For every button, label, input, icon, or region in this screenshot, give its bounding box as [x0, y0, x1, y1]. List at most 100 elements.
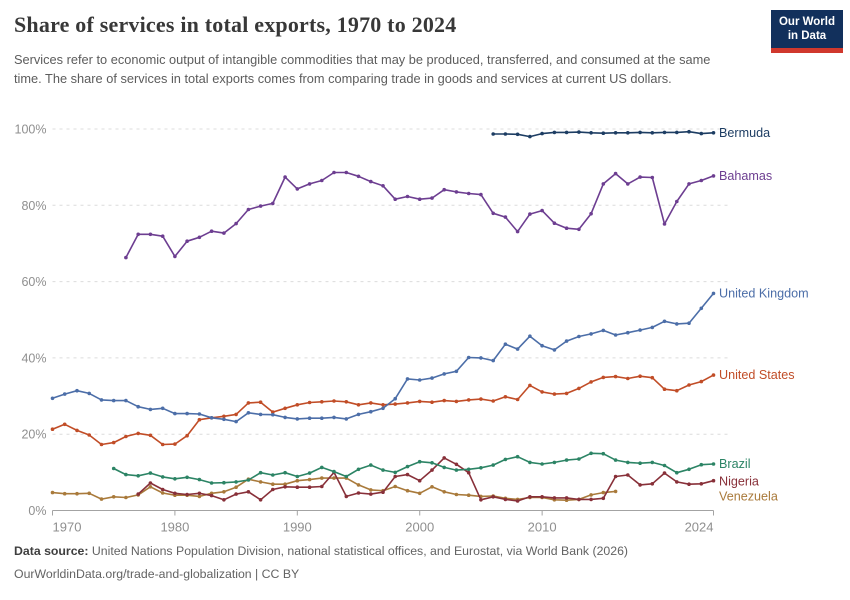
series-point-united-states — [638, 374, 642, 379]
series-point-united-kingdom — [589, 332, 593, 336]
series-point-nigeria — [185, 492, 189, 497]
series-point-venezuela — [50, 490, 55, 495]
series-point-nigeria — [503, 497, 508, 502]
series-point-venezuela — [99, 497, 104, 501]
series-point-brazil — [405, 464, 410, 469]
series-point-bahamas — [626, 182, 630, 186]
series-point-united-kingdom — [675, 322, 679, 326]
series-point-united-states — [601, 375, 606, 380]
series-point-bahamas — [197, 235, 202, 240]
series-point-brazil — [613, 458, 618, 462]
series-point-bermuda — [699, 131, 704, 136]
owid-logo[interactable]: Our World in Data — [771, 10, 843, 53]
series-label-venezuela[interactable]: Venezuela — [719, 489, 778, 503]
series-point-united-states — [99, 442, 104, 447]
series-point-nigeria — [136, 492, 140, 496]
series-label-bahamas[interactable]: Bahamas — [719, 169, 772, 183]
series-point-united-kingdom — [320, 416, 324, 421]
series-point-bermuda — [552, 130, 557, 135]
series-point-brazil — [454, 468, 459, 472]
series-point-united-kingdom — [552, 348, 557, 352]
series-point-nigeria — [356, 491, 361, 495]
series-point-nigeria — [234, 492, 238, 496]
series-point-brazil — [209, 481, 214, 485]
series-line-bahamas[interactable] — [125, 171, 715, 259]
series-point-bermuda — [613, 131, 618, 135]
series-point-bahamas — [601, 182, 606, 186]
series-point-bahamas — [650, 175, 655, 180]
series-point-brazil — [185, 475, 189, 480]
series-point-united-kingdom — [393, 396, 398, 401]
series-label-nigeria[interactable]: Nigeria — [719, 475, 759, 489]
series-label-united-kingdom[interactable]: United Kingdom — [719, 286, 809, 300]
series-point-united-states — [50, 427, 55, 432]
series-point-bahamas — [454, 190, 459, 194]
series-point-brazil — [222, 480, 226, 485]
series-point-united-kingdom — [626, 330, 630, 335]
series-point-brazil — [699, 462, 704, 467]
footer-license-link[interactable]: OurWorldinData.org/trade-and-globalizati… — [14, 567, 300, 581]
series-point-bahamas — [271, 201, 275, 206]
series-point-brazil — [528, 460, 532, 465]
series-point-nigeria — [173, 491, 177, 496]
series-point-venezuela — [442, 490, 447, 494]
series-point-united-states — [271, 410, 275, 414]
series-point-united-states — [87, 433, 91, 437]
series-point-bahamas — [185, 239, 189, 243]
series-point-united-states — [442, 398, 447, 403]
series-line-nigeria[interactable] — [137, 457, 715, 502]
series-label-bermuda[interactable]: Bermuda — [719, 126, 770, 140]
series-point-bermuda — [491, 132, 496, 136]
series-point-brazil — [283, 470, 287, 475]
series-point-united-states — [197, 417, 202, 422]
series-point-brazil — [675, 470, 679, 475]
series-point-nigeria — [454, 462, 459, 467]
series-point-venezuela — [589, 493, 593, 497]
series-point-brazil — [160, 475, 165, 479]
series-point-united-kingdom — [295, 417, 300, 421]
x-axis-label-1990: 1990 — [283, 520, 312, 535]
series-point-nigeria — [442, 456, 447, 460]
series-point-united-states — [552, 392, 557, 396]
x-axis-label-2024: 2024 — [685, 520, 714, 535]
footer-data-source: Data source: United Nations Population D… — [14, 544, 628, 558]
series-point-nigeria — [246, 490, 251, 494]
series-point-united-kingdom — [491, 358, 496, 363]
series-point-nigeria — [148, 481, 153, 485]
series-point-united-kingdom — [442, 372, 447, 376]
series-point-bahamas — [662, 222, 667, 226]
series-point-brazil — [124, 472, 128, 477]
series-point-united-kingdom — [454, 369, 459, 374]
series-point-united-kingdom — [173, 411, 177, 416]
series-point-united-states — [613, 374, 618, 379]
series-point-brazil — [234, 480, 238, 484]
series-point-united-states — [246, 401, 251, 405]
y-axis-label-60: 60% — [21, 275, 46, 289]
series-point-united-states — [503, 395, 508, 399]
series-point-united-states — [589, 380, 593, 384]
series-point-venezuela — [111, 495, 116, 499]
series-point-united-kingdom — [503, 342, 508, 347]
series-line-brazil[interactable] — [112, 452, 715, 484]
series-point-bermuda — [515, 132, 520, 137]
series-point-bermuda — [564, 130, 569, 135]
series-point-brazil — [540, 462, 544, 466]
series-point-united-kingdom — [528, 334, 532, 339]
series-point-bahamas — [503, 215, 508, 219]
series-point-bermuda — [601, 131, 606, 135]
series-point-bahamas — [564, 226, 569, 230]
series-point-bahamas — [283, 175, 287, 179]
series-point-nigeria — [295, 485, 300, 490]
series-point-bahamas — [540, 208, 544, 213]
series-point-brazil — [564, 458, 569, 462]
series-label-united-states[interactable]: United States — [719, 368, 795, 382]
series-label-brazil[interactable]: Brazil — [719, 457, 751, 471]
series-point-united-states — [515, 397, 520, 402]
series-point-bahamas — [577, 227, 581, 232]
series-point-brazil — [295, 474, 300, 479]
series-point-bahamas — [173, 254, 177, 259]
series-point-nigeria — [515, 499, 520, 503]
series-point-united-kingdom — [650, 325, 655, 330]
series-point-brazil — [344, 474, 349, 479]
